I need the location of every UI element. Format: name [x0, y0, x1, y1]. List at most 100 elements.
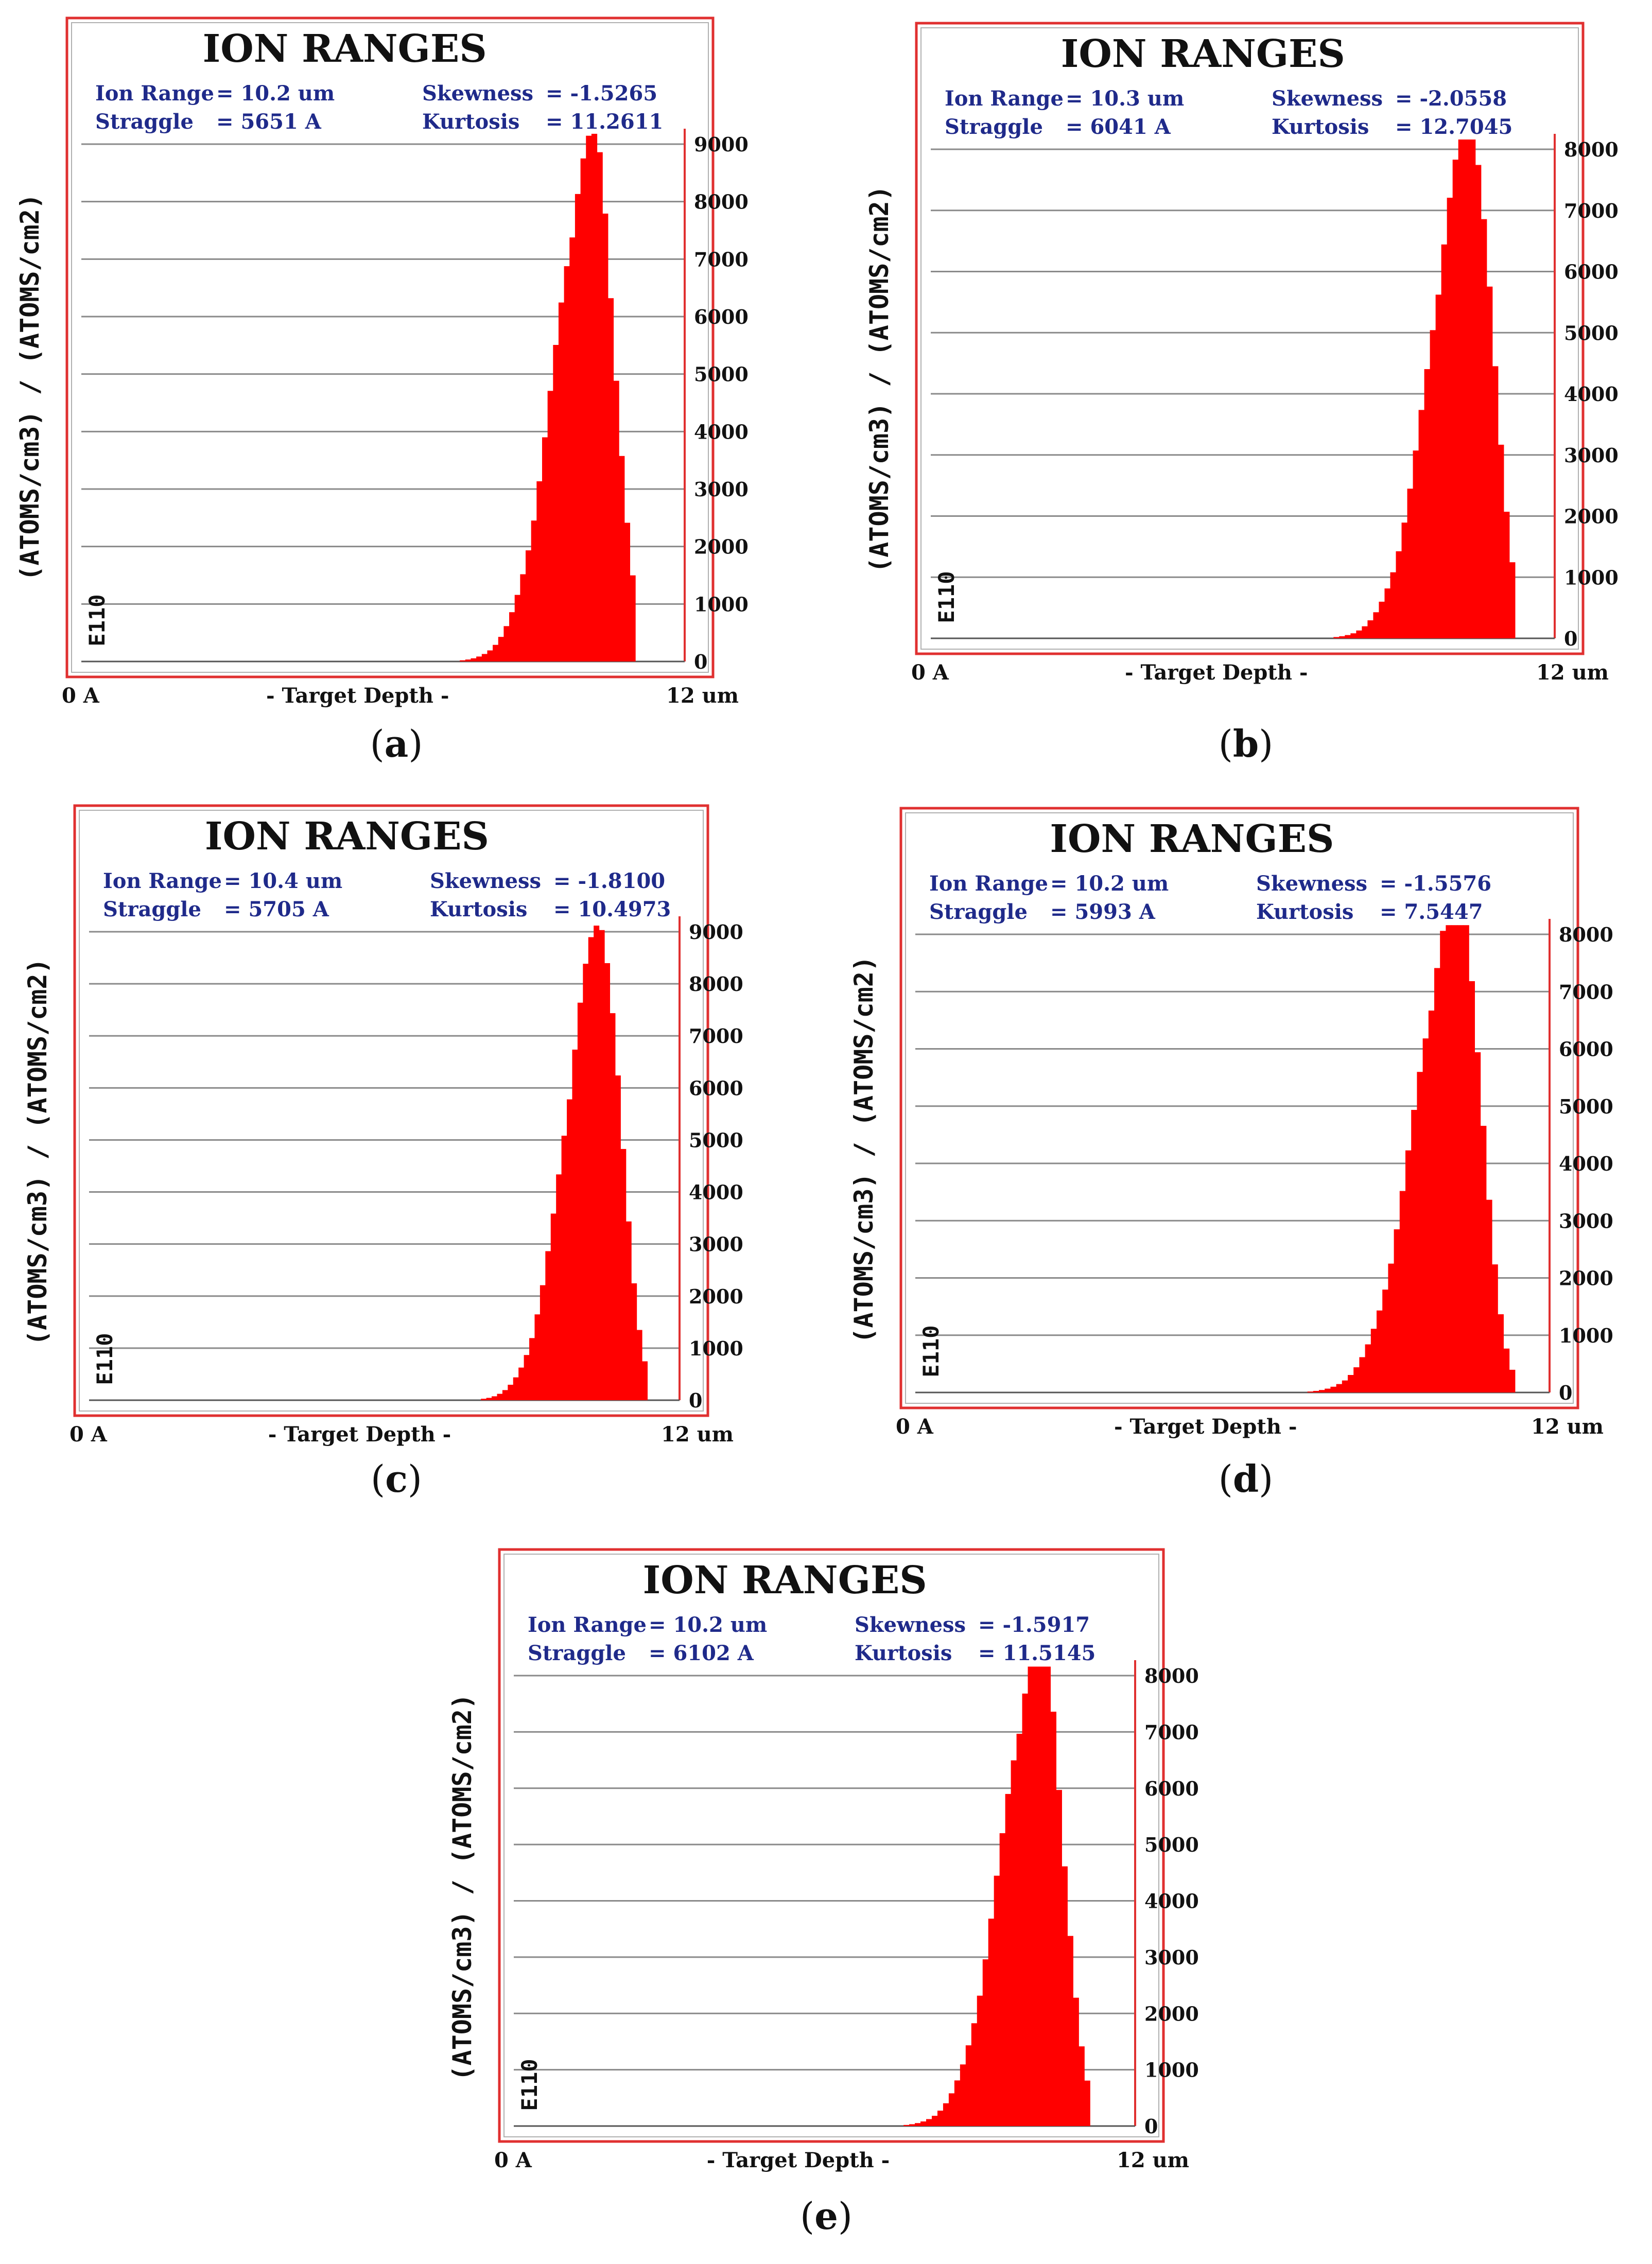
- x-end-label: 12 um: [661, 1422, 734, 1447]
- histogram-bar: [1067, 1936, 1073, 2126]
- y-axis-label: (ATOMS/cm3) / (ATOMS/cm2): [23, 958, 53, 1346]
- histogram-bar: [1480, 1125, 1487, 1392]
- histogram-bar: [580, 158, 586, 661]
- chart-title: ION RANGES: [205, 814, 489, 859]
- y-tick-label: 5000: [1559, 1095, 1613, 1118]
- y-tick-label: 4000: [694, 420, 749, 443]
- x-axis-label: - Target Depth -: [268, 1422, 451, 1447]
- histogram-bar: [575, 194, 581, 661]
- x-start-label: 0 A: [896, 1415, 934, 1439]
- y-tick-label: 5000: [1564, 321, 1619, 344]
- unit-marker: E110: [918, 1325, 944, 1377]
- histogram-bar: [561, 1136, 567, 1400]
- panel-inner-frame: [71, 22, 709, 673]
- skewness-value: = -1.5917: [978, 1613, 1090, 1637]
- chart-title: ION RANGES: [1061, 32, 1345, 76]
- y-tick-label: 8000: [1144, 1664, 1199, 1687]
- histogram-bar: [1446, 925, 1452, 1392]
- y-tick-label: 5000: [694, 363, 749, 386]
- histogram-bar: [1503, 1348, 1510, 1392]
- histogram-bar: [1418, 410, 1425, 638]
- histogram-bar: [948, 2093, 955, 2126]
- histogram-bar: [599, 930, 605, 1400]
- chart-panel-e: ION RANGES Ion Range = 10.2 um Straggle = 61…: [447, 1548, 1199, 2172]
- histogram-bar: [1394, 1229, 1400, 1392]
- y-tick-label: 7000: [1144, 1720, 1199, 1744]
- y-tick-label: 7000: [694, 248, 749, 271]
- skewness-label: Skewness: [1256, 872, 1367, 896]
- histogram-bar: [577, 1002, 583, 1400]
- histogram-bar: [1350, 633, 1357, 638]
- histogram-series: [481, 926, 648, 1400]
- y-tick-label: 4000: [1564, 382, 1619, 406]
- chart-title: ION RANGES: [203, 27, 487, 71]
- histogram-bar: [988, 1919, 995, 2126]
- histogram-bar: [1475, 165, 1482, 638]
- unit-marker: E110: [517, 2059, 542, 2111]
- histogram-bar: [1084, 2080, 1090, 2126]
- histogram-bar: [1440, 931, 1446, 1392]
- histogram-bar: [1050, 1712, 1056, 2126]
- histogram-bar: [556, 1174, 562, 1400]
- panel-inner-frame: [920, 27, 1579, 650]
- skewness-label: Skewness: [430, 869, 541, 893]
- histogram-bar: [1458, 140, 1465, 638]
- panel-caption-letter: e: [814, 2194, 838, 2238]
- histogram-bar: [1319, 1390, 1325, 1392]
- histogram-bar: [607, 298, 614, 661]
- histogram-bar: [615, 1075, 621, 1400]
- histogram-bar: [529, 1338, 535, 1400]
- histogram-bar: [509, 612, 515, 661]
- histogram-bar: [1079, 2046, 1085, 2126]
- y-tick-label: 2000: [694, 535, 749, 559]
- histogram-bar: [1498, 444, 1504, 638]
- histogram-bar: [920, 2121, 927, 2126]
- y-axis-label: (ATOMS/cm3) / (ATOMS/cm2): [15, 194, 45, 581]
- histogram-bar: [1469, 981, 1475, 1392]
- histogram-bar: [1073, 1997, 1079, 2126]
- histogram-bar: [476, 656, 482, 661]
- straggle-label: Straggle: [945, 115, 1043, 139]
- histogram-bar: [1011, 1760, 1017, 2126]
- histogram-bar: [1457, 925, 1464, 1392]
- x-axis-label: - Target Depth -: [707, 2148, 890, 2172]
- y-tick-label: 1000: [1564, 566, 1619, 589]
- histogram-bar: [460, 660, 466, 661]
- y-tick-label: 8000: [694, 190, 749, 214]
- histogram-bar: [977, 1995, 983, 2126]
- straggle-value: = 6102 A: [649, 1641, 754, 1665]
- histogram-bar: [1451, 925, 1458, 1392]
- panel-caption: (e): [800, 2194, 853, 2238]
- histogram-bar: [1022, 1693, 1029, 2126]
- y-tick-label: 1000: [1559, 1324, 1613, 1347]
- histogram-bar: [514, 595, 520, 661]
- x-start-label: 0 A: [69, 1422, 108, 1447]
- histogram-bar: [1503, 512, 1510, 638]
- histogram-bar: [1033, 1666, 1040, 2126]
- histogram-bar: [1333, 637, 1340, 638]
- y-tick-label: 0: [1564, 627, 1577, 650]
- y-tick-label: 0: [694, 650, 707, 673]
- panel-caption-letter: d: [1233, 1457, 1259, 1501]
- x-start-label: 0 A: [62, 684, 100, 708]
- histogram-bar: [903, 2124, 910, 2126]
- histogram-bar: [1434, 968, 1440, 1392]
- histogram-bar: [1486, 1199, 1492, 1392]
- histogram-bar: [1405, 1150, 1412, 1392]
- chart-title: ION RANGES: [1050, 817, 1334, 861]
- ion-range-value: = 10.4 um: [224, 869, 342, 893]
- kurtosis-value: = 11.5145: [978, 1641, 1095, 1665]
- histogram-bar: [965, 2045, 972, 2126]
- histogram-bar: [619, 456, 625, 661]
- x-end-label: 12 um: [666, 684, 739, 708]
- histogram-bar: [994, 1875, 1000, 2126]
- chart-panel-b: ION RANGES Ion Range = 10.3 um Straggle = 60…: [864, 22, 1619, 685]
- histogram-bar: [1413, 450, 1419, 638]
- y-axis-label: (ATOMS/cm3) / (ATOMS/cm2): [849, 956, 879, 1344]
- y-tick-label: 0: [1144, 2115, 1158, 2138]
- histogram-bar: [597, 152, 603, 661]
- y-tick-label: 1000: [689, 1337, 743, 1360]
- histogram-bar: [1016, 1733, 1023, 2126]
